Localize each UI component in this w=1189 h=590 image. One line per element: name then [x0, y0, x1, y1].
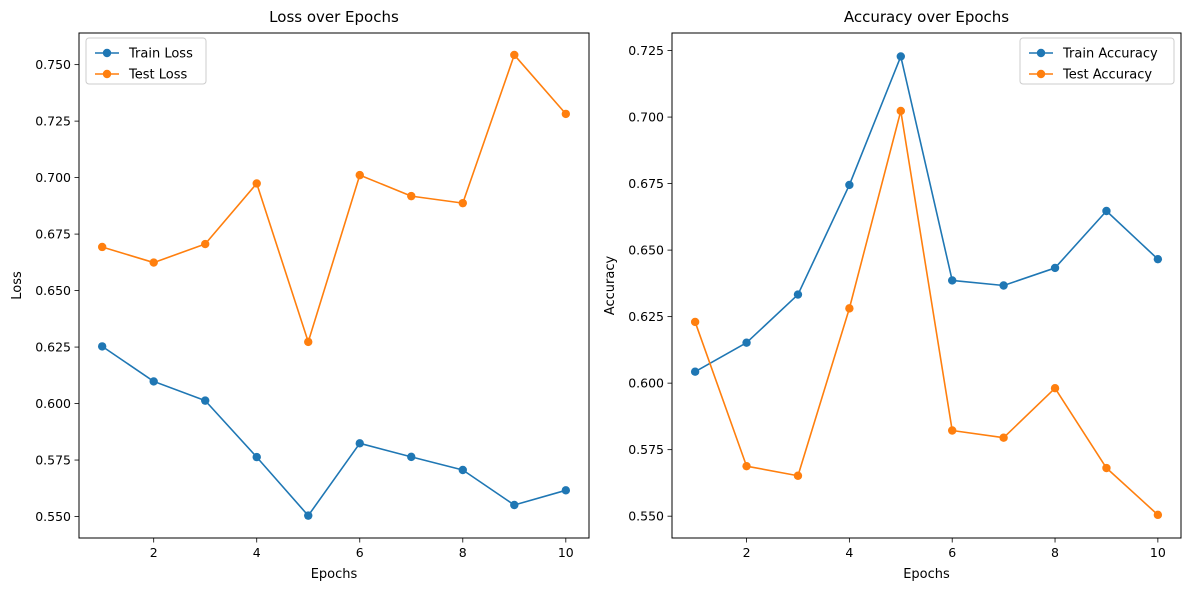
accuracy-data-point — [1153, 254, 1163, 264]
accuracy-x-tick-label: 8 — [1051, 545, 1059, 560]
accuracy-y-tick-label: 0.725 — [628, 43, 664, 58]
loss-y-tick-label: 0.550 — [35, 509, 71, 524]
accuracy-data-point — [690, 317, 700, 327]
loss-data-point — [355, 170, 364, 180]
accuracy-data-point — [999, 433, 1008, 442]
accuracy-y-tick-label: 0.675 — [628, 176, 664, 191]
accuracy-y-tick-label: 0.600 — [628, 376, 664, 391]
loss-x-tick-label: 2 — [150, 545, 158, 560]
loss-data-point — [355, 439, 364, 448]
loss-y-tick-label: 0.650 — [35, 283, 71, 298]
loss-y-tick-label: 0.725 — [35, 114, 71, 129]
loss-chart-title: Loss over Epochs — [269, 8, 399, 26]
accuracy-y-tick-label: 0.575 — [628, 442, 664, 457]
accuracy-data-point — [948, 426, 957, 435]
accuracy-legend-label: Train Accuracy — [1062, 47, 1158, 62]
loss-legend-swatch-marker — [102, 69, 112, 79]
accuracy-data-point — [1050, 384, 1060, 393]
loss-data-point — [407, 191, 416, 201]
loss-data-point — [304, 511, 313, 520]
accuracy-x-tick-label: 10 — [1150, 545, 1166, 560]
accuracy-y-tick-label: 0.700 — [628, 110, 664, 125]
loss-x-axis-label: Epochs — [311, 567, 358, 582]
loss-y-tick-label: 0.700 — [35, 170, 71, 185]
loss-plot-frame — [78, 32, 590, 539]
accuracy-data-point — [793, 471, 803, 480]
loss-data-point — [304, 337, 313, 347]
loss-legend-swatch-marker — [102, 48, 112, 58]
accuracy-series-line-test — [694, 110, 1159, 516]
loss-series-line-train — [101, 345, 567, 517]
accuracy-legend-swatch-marker — [1036, 69, 1046, 79]
accuracy-data-point — [845, 180, 854, 190]
accuracy-data-point — [845, 304, 854, 313]
loss-data-point — [561, 109, 571, 119]
loss-y-tick-label: 0.575 — [35, 453, 71, 468]
loss-x-tick-label: 4 — [253, 545, 261, 560]
accuracy-chart: Accuracy over Epochs 2 4 6 8 10 0.550 0.575 0.60… — [603, 8, 1182, 582]
loss-y-tick-label: 0.600 — [35, 396, 71, 411]
accuracy-legend: Train Accuracy Test Accuracy — [1019, 37, 1175, 85]
loss-data-point — [97, 342, 107, 351]
loss-data-point — [97, 242, 107, 252]
accuracy-data-point — [896, 52, 905, 61]
accuracy-legend-box — [1019, 37, 1175, 85]
loss-data-point — [201, 239, 210, 249]
accuracy-y-tick-label: 0.550 — [628, 509, 664, 524]
loss-data-point — [252, 452, 261, 462]
accuracy-x-tick-label: 2 — [743, 545, 751, 560]
loss-x-tick-label: 8 — [459, 545, 467, 560]
loss-legend-label: Train Loss — [128, 47, 193, 62]
accuracy-data-point — [742, 338, 751, 347]
loss-y-axis-label: Loss — [10, 271, 25, 300]
loss-data-point — [149, 377, 158, 386]
loss-x-tick-label: 6 — [356, 545, 364, 560]
loss-data-point — [458, 198, 467, 208]
accuracy-legend-swatch-marker — [1036, 48, 1046, 58]
loss-legend: Train Loss Test Loss — [85, 37, 207, 85]
loss-legend-box — [85, 37, 207, 85]
accuracy-data-point — [742, 461, 751, 471]
loss-y-tick-label: 0.750 — [35, 57, 71, 72]
loss-series-line-test — [101, 54, 567, 343]
accuracy-data-point — [1102, 206, 1111, 216]
accuracy-chart-title: Accuracy over Epochs — [844, 8, 1009, 26]
accuracy-data-point — [1050, 263, 1060, 273]
accuracy-x-axis-label: Epochs — [903, 567, 950, 582]
loss-legend-label: Test Loss — [128, 68, 187, 83]
loss-data-point — [561, 486, 571, 495]
accuracy-y-tick-label: 0.625 — [628, 309, 664, 324]
loss-data-point — [149, 258, 158, 267]
accuracy-data-point — [1153, 510, 1163, 520]
loss-data-point — [252, 179, 261, 188]
loss-chart: Loss over Epochs 2 4 6 8 10 0.550 0.575 0.600 0.6… — [10, 8, 590, 582]
loss-data-point — [407, 452, 416, 462]
loss-data-point — [510, 50, 519, 60]
accuracy-data-point — [1102, 463, 1111, 473]
accuracy-y-axis-label: Accuracy — [603, 256, 618, 316]
loss-data-point — [201, 396, 210, 405]
accuracy-legend-label: Test Accuracy — [1062, 68, 1152, 83]
accuracy-data-point — [948, 276, 957, 285]
loss-y-tick-label: 0.675 — [35, 227, 71, 242]
accuracy-data-point — [690, 367, 700, 376]
accuracy-data-point — [793, 290, 803, 299]
loss-y-tick-label: 0.625 — [35, 340, 71, 355]
accuracy-data-point — [999, 281, 1008, 290]
loss-x-tick-label: 10 — [558, 545, 574, 560]
accuracy-series-line-train — [694, 55, 1159, 373]
accuracy-data-point — [896, 106, 905, 116]
accuracy-x-tick-label: 4 — [845, 545, 853, 560]
loss-data-point — [458, 465, 467, 475]
accuracy-y-tick-label: 0.650 — [628, 243, 664, 258]
accuracy-plot-frame — [671, 32, 1182, 539]
accuracy-x-tick-label: 6 — [948, 545, 956, 560]
loss-data-point — [510, 500, 519, 510]
